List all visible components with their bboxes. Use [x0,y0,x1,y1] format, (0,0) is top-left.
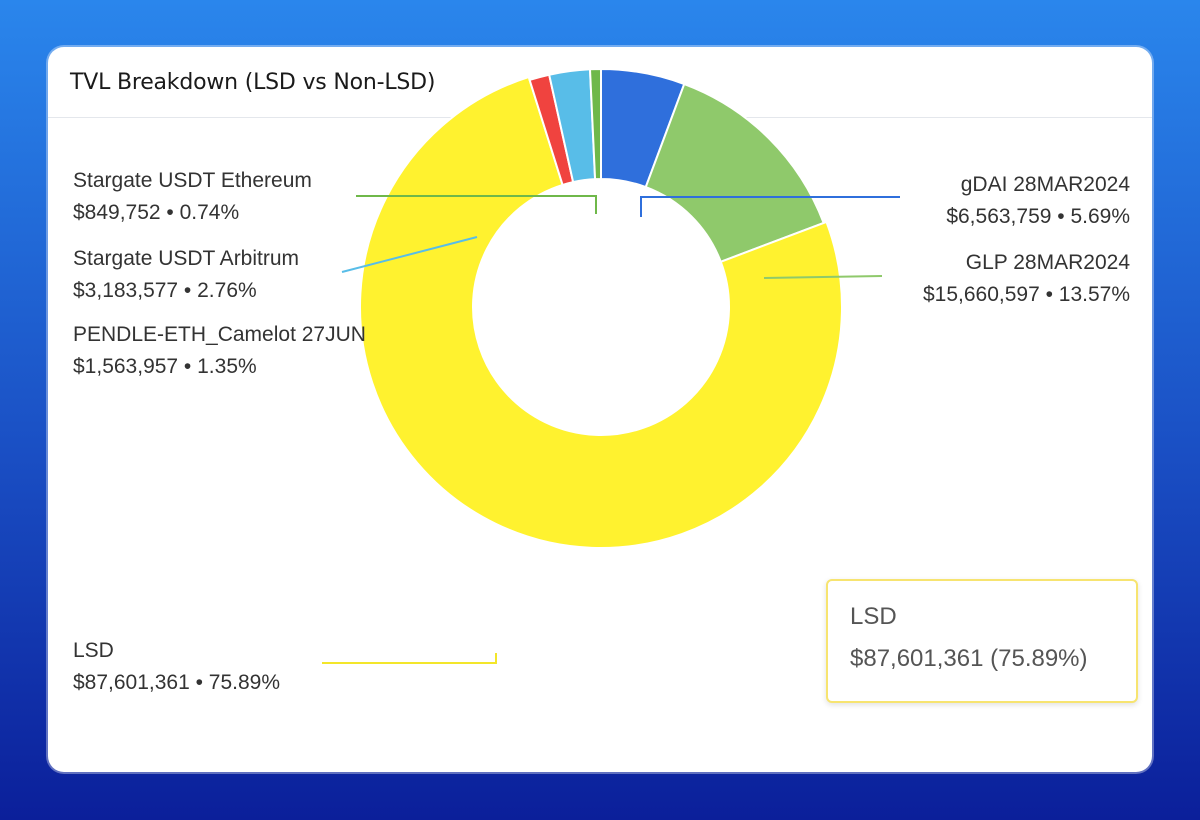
label-name-stargate-usdt-ethereum: Stargate USDT Ethereum [73,169,312,192]
label-name-lsd: LSD [73,639,114,662]
leader-line-glp-28mar2024 [763,275,883,279]
slice-stargate-usdt-ethereum[interactable] [588,67,602,181]
tooltip-name: LSD [850,603,897,630]
donut-chart: gDAI 28MAR2024 $6,563,759 • 5.69% GLP 28MA… [73,67,1131,694]
label-value-lsd: $87,601,361 • 75.89% [73,671,280,694]
leader-line-gdai-28mar2024 [640,196,900,217]
label-name-gdai-28mar2024: gDAI 28MAR2024 [961,173,1131,196]
label-name-stargate-usdt-arbitrum: Stargate USDT Arbitrum [73,247,299,270]
slice-lsd[interactable] [359,75,843,549]
card-title: TVL Breakdown (LSD vs Non-LSD) [70,69,436,95]
label-value-stargate-usdt-arbitrum: $3,183,577 • 2.76% [73,279,257,302]
tvl-card: TVL Breakdown (LSD vs Non-LSD) gDAI 28MA… [48,47,1152,772]
leader-line-stargate-usdt-arbitrum [341,236,478,273]
leader-line-lsd [322,653,497,664]
label-value-pendle-eth-camelot-27jun2024: $1,563,957 • 1.35% [73,355,257,378]
label-value-stargate-usdt-ethereum: $849,752 • 0.74% [73,201,239,224]
chart-tooltip: LSD $87,601,361 (75.89%) [826,579,1138,703]
label-value-glp-28mar2024: $15,660,597 • 13.57% [923,283,1130,306]
tooltip-value: $87,601,361 (75.89%) [850,645,1088,672]
label-name-pendle-eth-camelot-27jun2024: PENDLE-ETH_Camelot 27JUN [73,323,366,346]
label-name-glp-28mar2024: GLP 28MAR2024 [966,251,1131,274]
leader-line-stargate-usdt-ethereum [356,195,597,214]
label-value-gdai-28mar2024: $6,563,759 • 5.69% [946,205,1130,228]
